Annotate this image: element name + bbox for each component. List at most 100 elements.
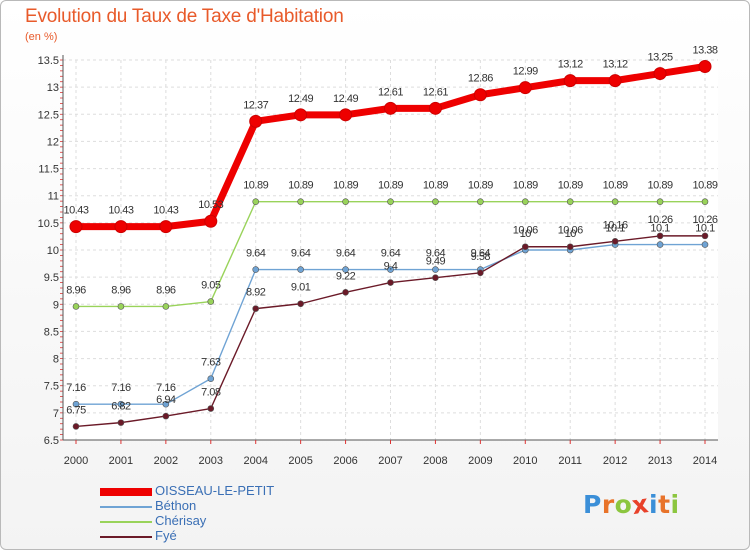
data-label: 13.12 [558,59,583,71]
data-label: 13.25 [648,52,673,64]
data-label: 12.49 [333,93,358,105]
data-label: 10.89 [468,180,493,192]
y-tick-label: 9 [53,299,59,311]
legend-label: Chérisay [155,513,207,528]
data-point [566,243,574,251]
data-point [384,101,397,115]
data-point [656,241,664,248]
x-tick-label: 2011 [558,455,582,467]
data-point [252,266,260,273]
x-tick-label: 2009 [468,455,492,467]
data-point [521,198,529,205]
data-label: 10.89 [423,180,448,192]
x-tick-label: 2006 [333,455,357,467]
data-point [432,198,439,205]
data-label: 10.26 [692,214,717,226]
data-label: 8.92 [246,287,266,299]
data-point [701,241,709,248]
data-label: 10.1 [650,223,670,235]
data-point [297,300,304,308]
data-label: 10.43 [63,205,88,217]
y-tick-label: 12.5 [38,109,59,121]
y-tick-label: 10 [47,245,59,257]
logo-letter: P [583,490,602,519]
proxiti-logo: Proxiti [583,488,680,521]
data-point [117,400,125,408]
y-tick-label: 12 [47,136,59,148]
data-label: 12.61 [378,86,403,98]
data-label: 12.37 [243,99,268,111]
data-label: 12.86 [468,73,493,85]
logo-letter: i [649,490,659,519]
data-point [207,375,215,382]
data-point [701,232,709,240]
data-point [339,108,353,122]
y-tick-label: 7.5 [44,381,59,393]
logo-letter: t [658,490,671,519]
data-label: 10 [520,228,532,240]
data-label: 9.01 [291,282,311,294]
data-point [207,405,215,412]
data-point [117,303,125,310]
data-label: 9.05 [201,280,221,292]
data-label: 10.06 [513,225,538,237]
data-point [294,108,308,122]
data-label: 10.43 [108,205,133,217]
legend-swatch [100,521,152,523]
data-point [563,74,577,88]
data-point [701,198,709,205]
data-point [72,303,80,310]
x-tick-label: 2002 [154,455,178,467]
data-label: 10.89 [378,180,403,192]
data-label: 10.89 [558,180,583,192]
data-label: 9.58 [471,251,491,263]
data-label: 13.12 [603,59,628,71]
data-label: 9.22 [336,270,356,282]
legend-label: Béthon [155,498,197,513]
data-label: 10 [565,228,577,240]
logo-letter: x [630,488,651,521]
data-point [159,220,173,234]
y-tick-label: 8 [53,354,59,366]
data-label: 10.43 [153,205,178,217]
data-label: 7.16 [111,382,131,394]
y-tick-label: 11 [48,191,59,203]
chart-title: Evolution du Taux de Taxe d'Habitation [25,6,344,27]
chart-subtitle: (en %) [25,31,58,43]
logo-letter: i [670,490,680,519]
data-label: 8.96 [66,284,86,296]
data-point [653,67,667,81]
data-label: 10.89 [243,180,268,192]
data-point [114,220,128,234]
data-point [117,419,125,426]
data-label: 6.82 [111,401,131,413]
data-label: 9.64 [336,248,356,260]
data-point [521,243,529,251]
data-label: 8.96 [111,284,131,296]
data-point [608,74,622,88]
data-label: 10.06 [558,225,583,237]
data-label: 8.96 [156,284,176,296]
x-tick-label: 2014 [693,455,717,467]
data-point [473,88,487,102]
x-tick-label: 2007 [378,455,402,467]
data-point [207,298,215,305]
logo-letter: o [614,490,633,519]
x-tick-label: 2003 [199,455,223,467]
x-tick-label: 2013 [648,455,672,467]
x-tick-label: 2012 [603,455,627,467]
logo-letter: r [601,490,615,519]
data-point [477,198,484,205]
data-point [72,400,80,408]
data-point [342,198,349,205]
y-tick-label: 8.5 [44,326,59,338]
data-point [611,198,619,205]
data-point [342,289,349,296]
data-point [162,303,170,310]
data-label: 9.64 [381,248,401,260]
data-point [162,412,170,420]
data-label: 10.89 [333,180,358,192]
data-label: 6.94 [156,394,176,406]
x-tick-label: 2005 [288,455,312,467]
